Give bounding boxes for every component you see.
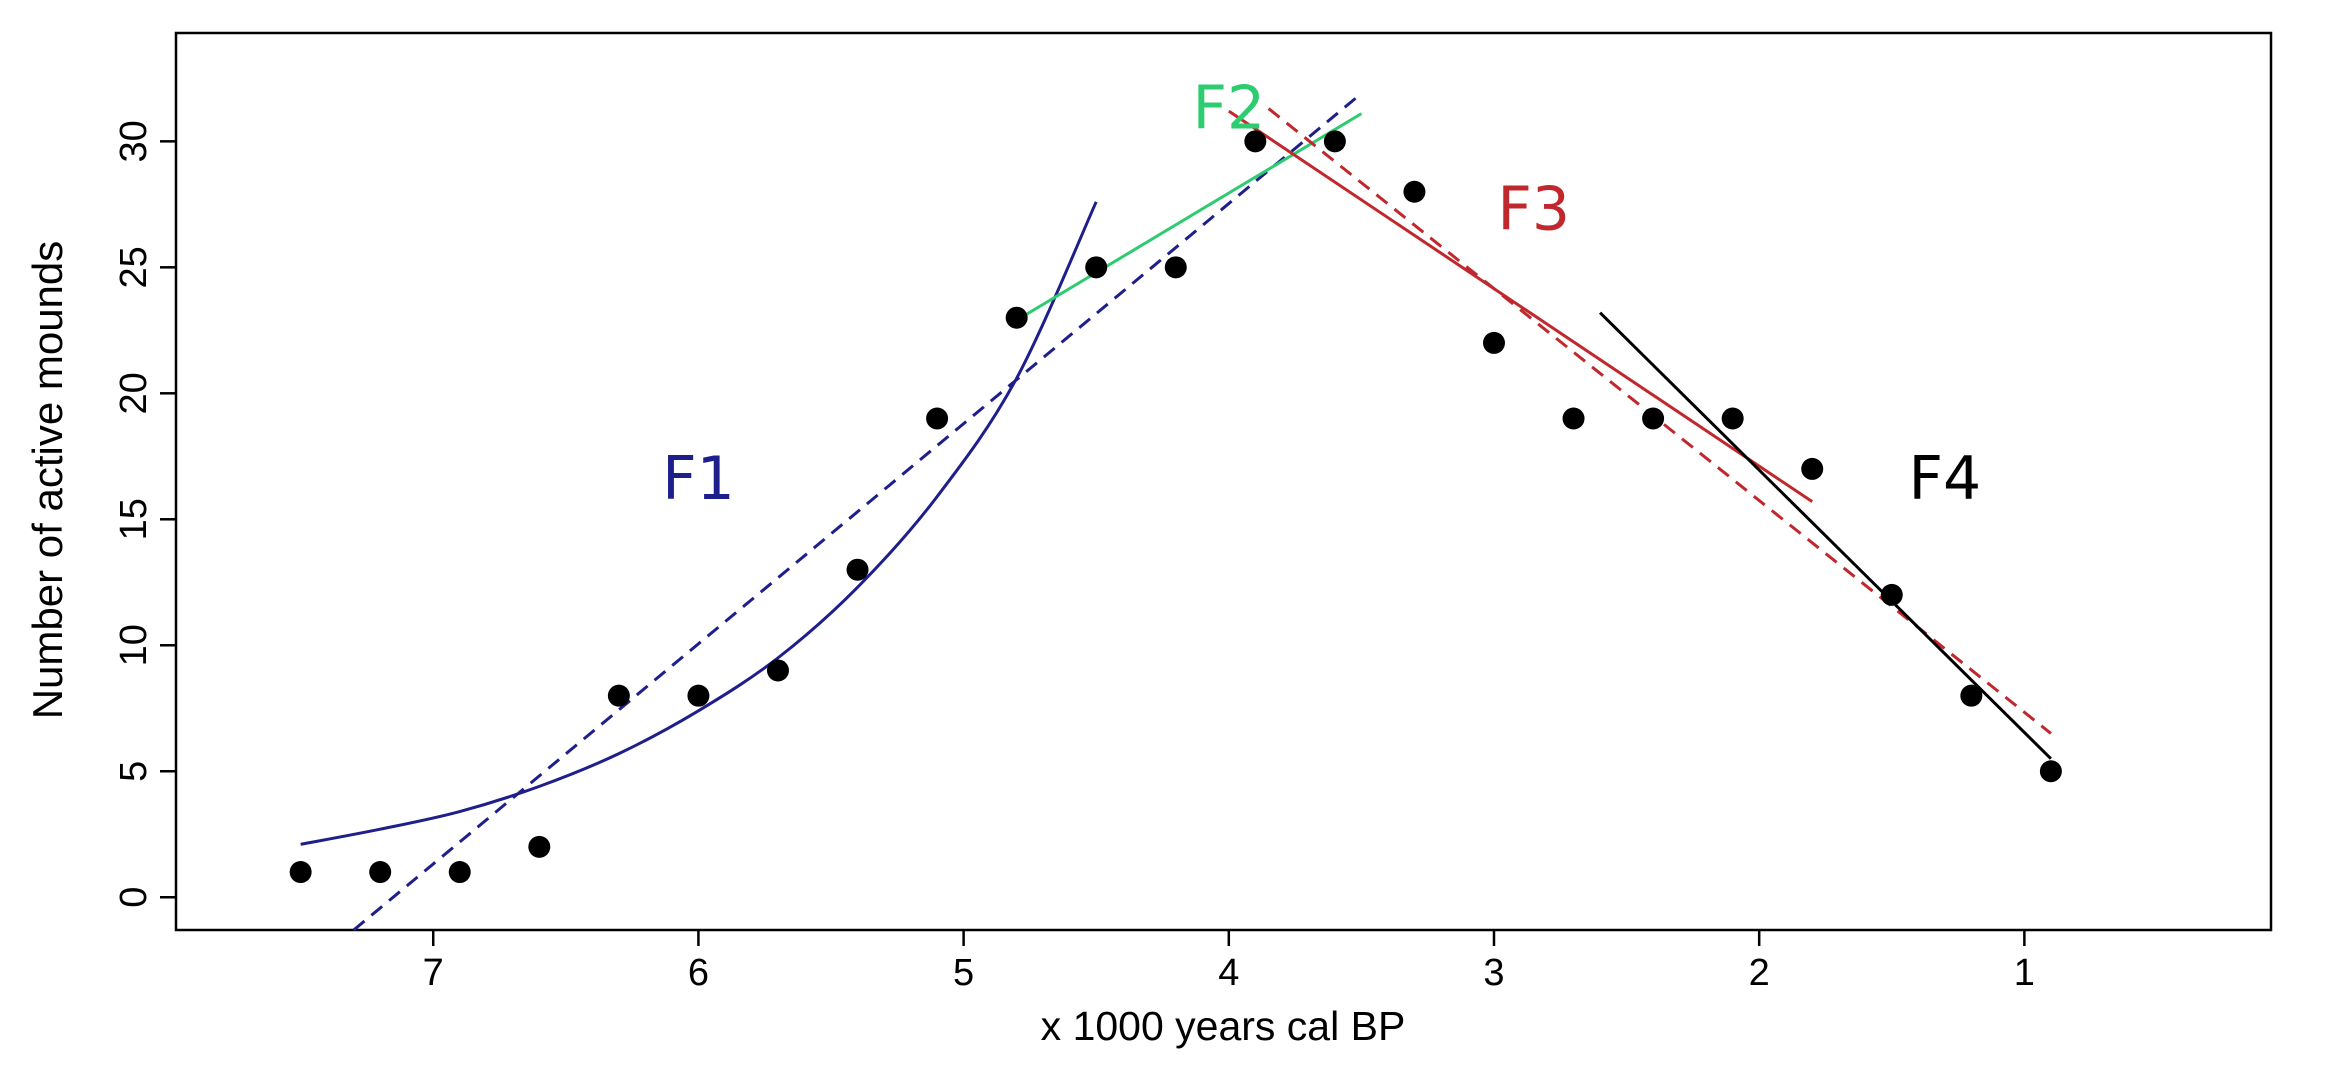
data-point (1164, 256, 1187, 279)
y-tick-label: 20 (113, 372, 155, 414)
data-point (1960, 684, 1983, 707)
data-point (528, 835, 551, 858)
data-point (2039, 760, 2062, 783)
data-point (448, 861, 471, 884)
data-point (1244, 130, 1267, 153)
fit-line-f3 (1227, 109, 1814, 503)
fit-labels: F1 F2 F3 F4 (662, 74, 1981, 514)
fit-line-f1 (300, 201, 1098, 846)
data-point (289, 861, 312, 884)
y-tick-label: 15 (113, 498, 155, 540)
data-point (766, 659, 789, 682)
y-tick-label: 0 (113, 887, 155, 908)
fit-line-f2 (1015, 112, 1363, 322)
data-point (1642, 407, 1665, 430)
x-axis: 7 6 5 4 3 2 1 (423, 930, 2035, 994)
x-axis-title: x 1000 years cal BP (1041, 1003, 1406, 1049)
data-point (607, 684, 630, 707)
fit-label-f2: F2 (1192, 74, 1265, 144)
x-tick-label: 4 (1218, 952, 1239, 994)
fit-line-f1-dashed (352, 92, 1363, 932)
data-point (1562, 407, 1585, 430)
data-point (369, 861, 392, 884)
y-tick-label: 25 (113, 246, 155, 288)
data-point (1085, 256, 1108, 279)
data-point (1323, 130, 1346, 153)
data-point (1801, 457, 1824, 480)
y-tick-label: 5 (113, 761, 155, 782)
plot-frame (174, 31, 2273, 932)
x-tick-label: 7 (423, 952, 444, 994)
y-tick-label: 30 (113, 120, 155, 162)
fit-lines (300, 92, 2052, 932)
fit-label-f3: F3 (1497, 175, 1570, 245)
data-point (1482, 331, 1505, 354)
data-point (846, 558, 869, 581)
x-tick-label: 1 (2014, 952, 2035, 994)
y-tick-label: 10 (113, 624, 155, 666)
data-point (1880, 583, 1903, 606)
data-point (1403, 180, 1426, 203)
x-tick-label: 5 (953, 952, 974, 994)
data-points (289, 130, 2062, 884)
x-tick-label: 2 (1749, 952, 1770, 994)
data-point (1005, 306, 1028, 329)
data-point (926, 407, 949, 430)
fit-label-f4: F4 (1908, 444, 1981, 514)
y-axis-title: Number of active mounds (24, 241, 71, 720)
data-point (687, 684, 710, 707)
fit-label-f1: F1 (662, 444, 735, 514)
y-axis: 0 5 10 15 20 25 30 (113, 120, 176, 908)
x-tick-label: 6 (688, 952, 709, 994)
data-point (1721, 407, 1744, 430)
fit-line-f4 (1599, 311, 2052, 760)
x-tick-label: 3 (1483, 952, 1504, 994)
